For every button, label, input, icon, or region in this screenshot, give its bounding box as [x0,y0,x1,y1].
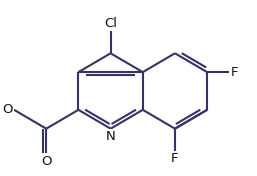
Text: O: O [41,155,51,168]
Text: F: F [171,152,179,165]
Text: N: N [106,130,115,143]
Text: F: F [231,66,239,79]
Text: Cl: Cl [104,17,117,30]
Text: O: O [2,103,13,116]
